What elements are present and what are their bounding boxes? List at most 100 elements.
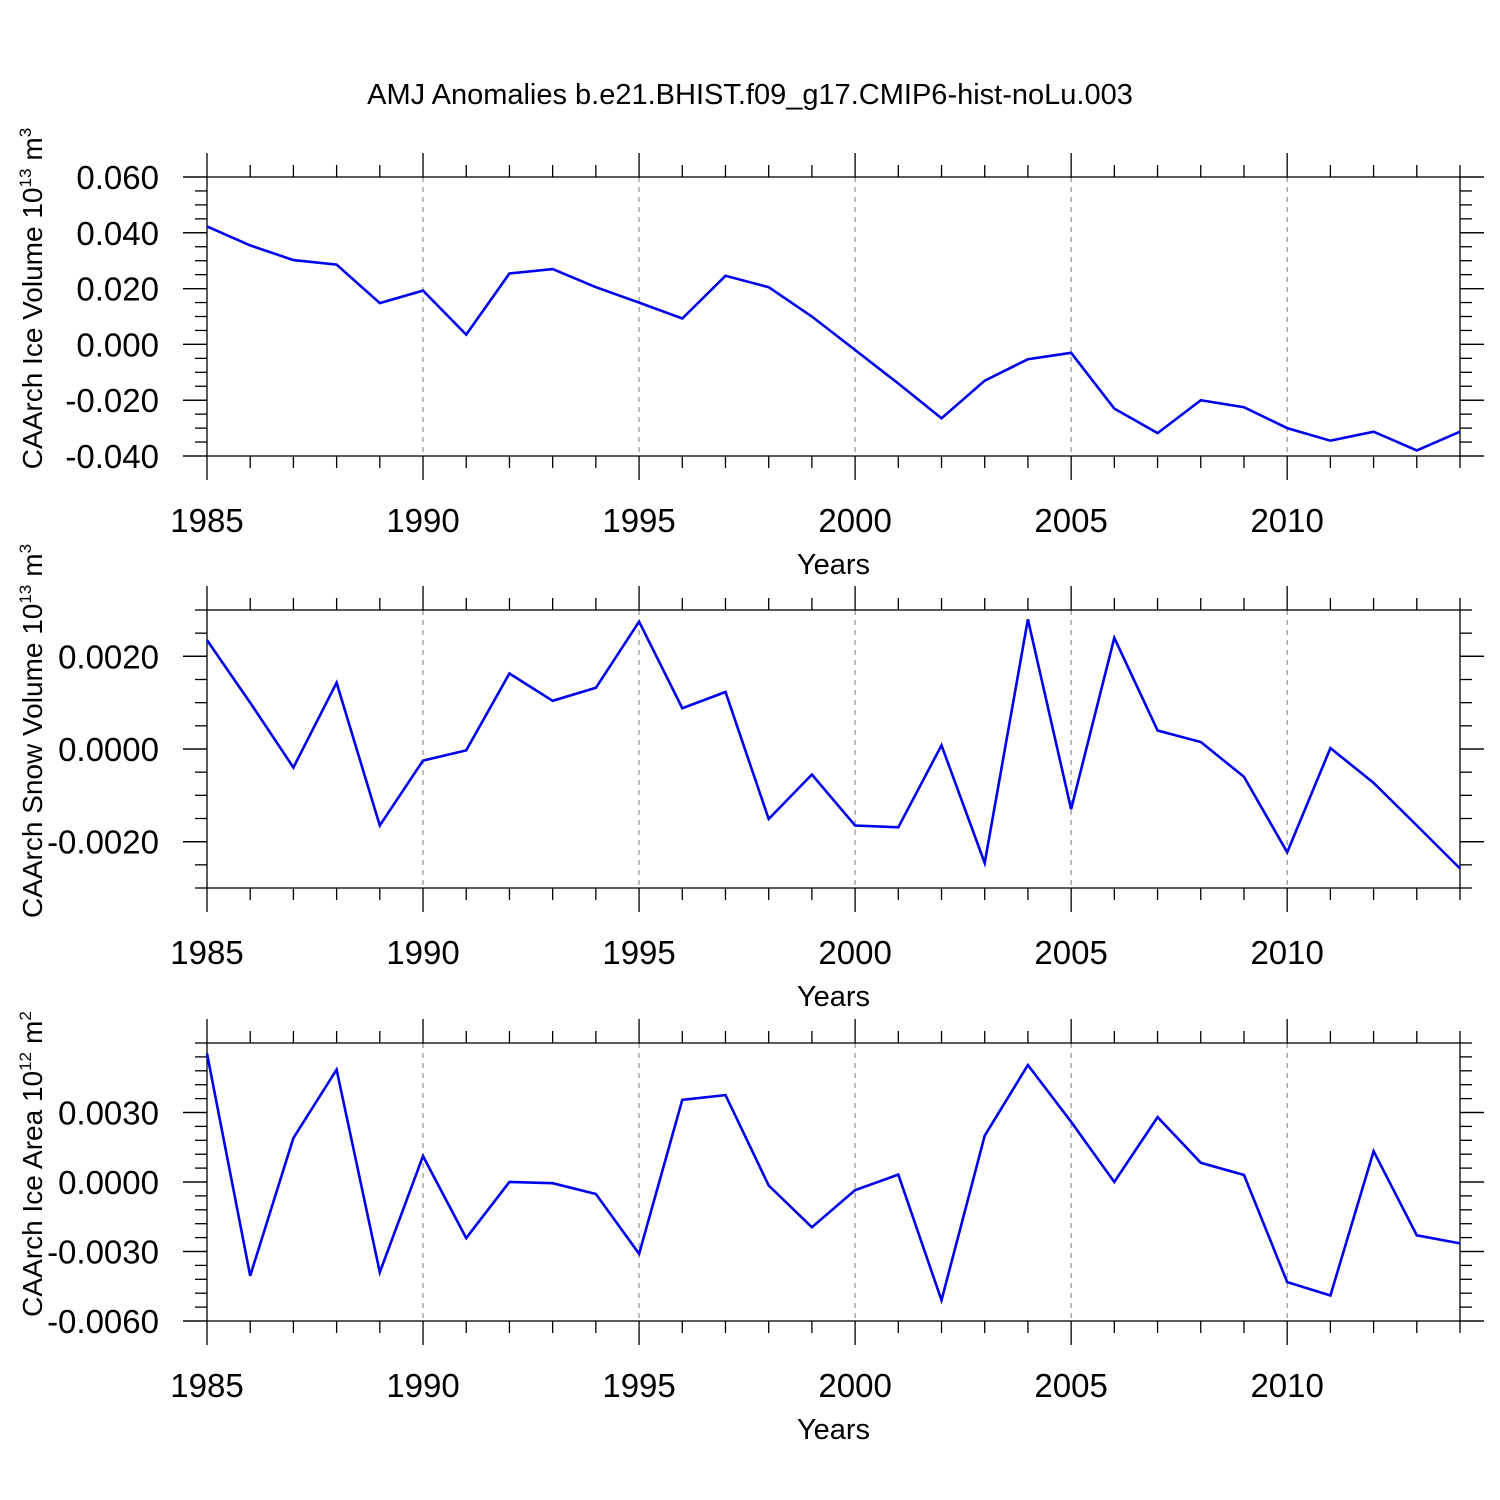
data-point [377, 823, 382, 828]
data-point [205, 638, 210, 643]
y-axis-label-unit-exponent: 3 [16, 544, 35, 553]
x-tick-label: 1990 [386, 1367, 459, 1404]
data-point [593, 285, 598, 290]
y-tick-label: -0.020 [65, 382, 159, 419]
data-point [982, 1133, 987, 1138]
data-point [1112, 406, 1117, 411]
data-point [421, 758, 426, 763]
data-point [1155, 1115, 1160, 1120]
x-tick-label: 2005 [1034, 502, 1107, 539]
data-point [550, 1181, 555, 1186]
data-point [1414, 1233, 1419, 1238]
data-point [939, 416, 944, 421]
y-axis-label-unit: m [17, 137, 48, 160]
x-tick-label: 1990 [386, 502, 459, 539]
x-tick-label: 2010 [1250, 1367, 1323, 1404]
data-point [1371, 429, 1376, 434]
data-point [939, 743, 944, 748]
y-axis-label-exponent: 13 [16, 585, 35, 604]
data-point [766, 285, 771, 290]
data-point [1025, 1063, 1030, 1068]
y-tick-label: 0.020 [76, 271, 159, 308]
data-point [637, 300, 642, 305]
data-point [550, 698, 555, 703]
y-axis-label-unit: m [17, 553, 48, 576]
data-point [377, 1270, 382, 1275]
data-point [334, 680, 339, 685]
data-point [1414, 823, 1419, 828]
panels: 1985 1990 1995 2000 2005 2010 Years -0.040 -0.02… [16, 128, 1484, 1446]
data-point [248, 243, 253, 248]
x-tick-label: 2010 [1250, 502, 1323, 539]
data-point [1328, 746, 1333, 751]
data-point [1241, 774, 1246, 779]
series-line-snow-volume [205, 618, 1461, 870]
data-point [723, 273, 728, 278]
y-tick-label: -0.040 [65, 438, 159, 475]
data-point [248, 1273, 253, 1278]
data-point [723, 1093, 728, 1098]
y-tick-label: 0.060 [76, 159, 159, 196]
y-axis-label: CAArch Snow Volume 1013 m3 [16, 544, 48, 918]
data-point [421, 1154, 426, 1159]
x-tick-label: 1985 [170, 1367, 243, 1404]
y-tick-label: 0.0000 [58, 731, 159, 768]
data-point [1371, 780, 1376, 785]
y-axis-label: CAArch Ice Volume 1013 m3 [16, 128, 48, 469]
data-point [593, 685, 598, 690]
data-point [1285, 426, 1290, 431]
x-tick-label: 2000 [818, 502, 891, 539]
data-point [1069, 1119, 1074, 1124]
data-point [896, 1172, 901, 1177]
series-line-ice-volume [206, 225, 1461, 452]
x-axis-label: Years [797, 981, 870, 1013]
y-axis-label-unit-exponent: 2 [16, 1011, 35, 1020]
data-point [680, 1097, 685, 1102]
data-point [291, 1135, 296, 1140]
y-axis-label-text: CAArch Ice Volume 10 [17, 188, 48, 470]
data-point [896, 381, 901, 386]
data-point [1458, 429, 1463, 434]
data-point [205, 224, 210, 229]
x-tick-label: 1995 [602, 502, 675, 539]
figure-title: AMJ Anomalies b.e21.BHIST.f09_g17.CMIP6-… [367, 79, 1133, 111]
data-point [1285, 850, 1290, 855]
data-point [637, 1251, 642, 1256]
data-point [1069, 807, 1074, 812]
data-point [291, 258, 296, 263]
data-point [853, 347, 858, 352]
x-tick-label: 2005 [1034, 934, 1107, 971]
data-point [896, 825, 901, 830]
x-axis-label: Years [797, 549, 870, 581]
data-point [1328, 1293, 1333, 1298]
data-point [1198, 398, 1203, 403]
x-tick-label: 1985 [170, 502, 243, 539]
data-point [1371, 1149, 1376, 1154]
data-point [1112, 1180, 1117, 1185]
data-point [939, 1298, 944, 1303]
data-point [464, 332, 469, 337]
data-point [550, 267, 555, 272]
data-point [680, 706, 685, 711]
data-point [1458, 1241, 1463, 1246]
x-tick-label: 1990 [386, 934, 459, 971]
data-point [507, 271, 512, 276]
data-point [464, 748, 469, 753]
data-point [377, 301, 382, 306]
data-point [1285, 1280, 1290, 1285]
data-point [1155, 431, 1160, 436]
data-point [853, 1188, 858, 1193]
data-point [1112, 635, 1117, 640]
data-point [853, 823, 858, 828]
data-point [421, 288, 426, 293]
y-axis-label-unit-exponent: 3 [16, 128, 35, 137]
y-tick-label: 0.0030 [58, 1095, 159, 1132]
data-point [507, 1180, 512, 1185]
y-tick-label: -0.0030 [47, 1234, 159, 1271]
data-point [507, 671, 512, 676]
data-point [1025, 357, 1030, 362]
data-point [1241, 405, 1246, 410]
data-point [248, 700, 253, 705]
